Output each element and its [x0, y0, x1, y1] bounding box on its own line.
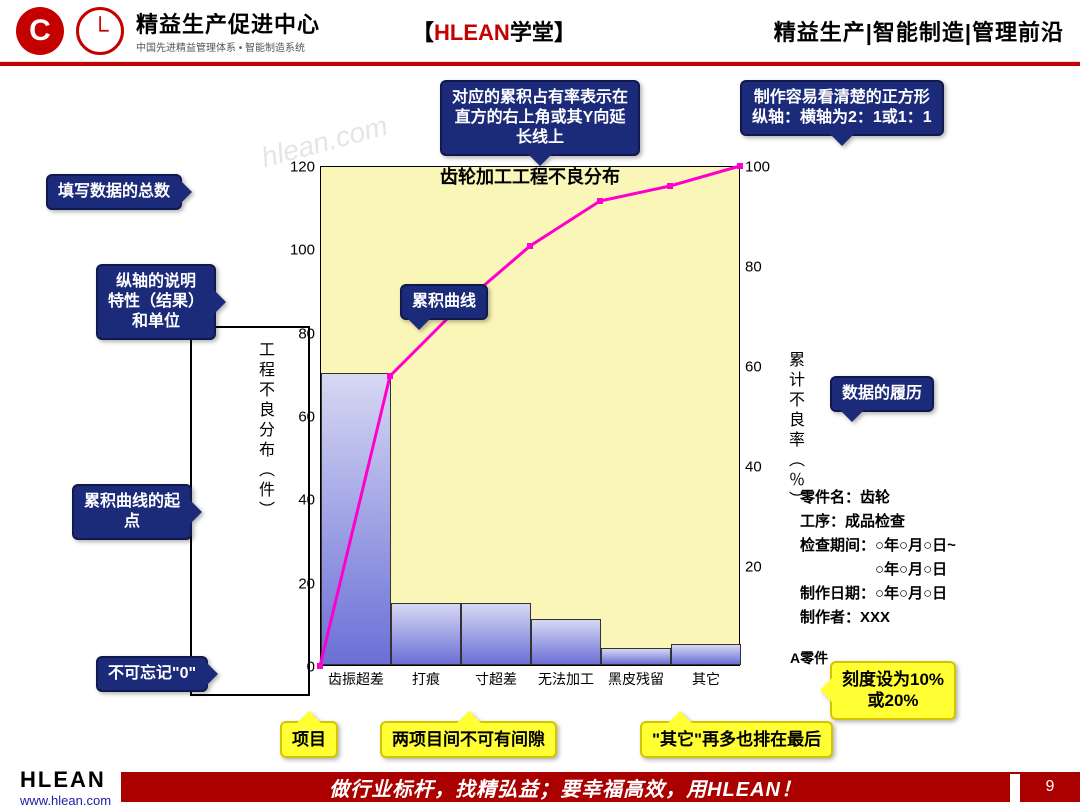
brand-title: 【HLEAN学堂】 [412, 15, 576, 47]
footer-page: 9 [1020, 772, 1080, 802]
callout-cumline: 累积曲线 [400, 284, 488, 320]
brand-red: HLEAN [434, 20, 510, 45]
history-l1: 零件名：齿轮 [800, 486, 1030, 510]
x-tick: 无法加工 [538, 669, 594, 689]
history-l2: 工序：成品检查 [800, 510, 1030, 534]
bar [461, 603, 531, 666]
callout-item: 项目 [280, 721, 338, 758]
bar [531, 619, 601, 665]
plot-area: 齿轮加工工程不良分布 02040608010012020406080100齿振超… [320, 166, 740, 666]
logo-c-icon: C [16, 7, 64, 55]
bar [671, 644, 741, 665]
callout-scale: 刻度设为10% 或20% [830, 661, 956, 720]
x-tick: 其它 [692, 669, 720, 689]
callout-yaxis: 纵轴的说明 特性（结果） 和单位 [96, 264, 216, 340]
callout-square: 制作容易看清楚的正方形 纵轴：横轴为2：1或1：1 [740, 80, 944, 136]
history-l3: 检查期间：○年○月○日~ [800, 534, 1030, 558]
center-subtitle: 中国先进精益管理体系 • 智能制造系统 [136, 39, 320, 54]
footer-logo-text: HLEAN [20, 767, 111, 793]
header-right: 精益生产|智能制造|管理前沿 [774, 15, 1064, 47]
callout-other: "其它"再多也排在最后 [640, 721, 833, 758]
y-tick: 120 [275, 159, 315, 176]
bar [391, 603, 461, 666]
footer-slogan: 做行业标杆，找精弘益；要幸福高效，用HLEAN！ [121, 772, 1010, 802]
y2-tick: 40 [745, 459, 785, 476]
y2-tick: 80 [745, 259, 785, 276]
center-block: 精益生产促进中心 中国先进精益管理体系 • 智能制造系统 [136, 7, 320, 54]
footer-line [155, 772, 1080, 774]
y-tick: 100 [275, 242, 315, 259]
y-tick: 80 [275, 325, 315, 342]
y-axis-label: 工程不良分布（件） [252, 341, 276, 521]
callout-total: 填写数据的总数 [46, 174, 182, 210]
center-title: 精益生产促进中心 [136, 7, 320, 39]
brand-post: 】 [554, 20, 576, 45]
y-tick: 0 [275, 659, 315, 676]
bar [321, 373, 391, 665]
bar [601, 648, 671, 665]
callout-cumpct: 对应的累积占有率表示在 直方的右上角或其Y向延 长线上 [440, 80, 640, 156]
brand-black: 学堂 [510, 20, 554, 45]
x-tick: 打痕 [412, 669, 440, 689]
y-tick: 20 [275, 575, 315, 592]
callout-startpoint: 累积曲线的起 点 [72, 484, 192, 540]
history-l6: 制作者：XXX [800, 606, 1030, 630]
footer-logo: HLEAN www.hlean.com [0, 767, 111, 808]
brand-pre: 【 [412, 20, 434, 45]
pareto-chart: 齿轮加工工程不良分布 02040608010012020406080100齿振超… [280, 166, 780, 696]
data-history: 零件名：齿轮 工序：成品检查 检查期间：○年○月○日~ ○年○月○日 制作日期：… [800, 486, 1030, 630]
logo-circle-icon: └ [76, 7, 124, 55]
history-l4: ○年○月○日 [800, 558, 1030, 582]
a-part-label: A零件 [790, 651, 828, 666]
y2-tick: 100 [745, 159, 785, 176]
history-l5: 制作日期：○年○月○日 [800, 582, 1030, 606]
callout-history: 数据的履历 [830, 376, 934, 412]
x-tick: 黑皮残留 [608, 669, 664, 689]
y-tick: 60 [275, 409, 315, 426]
y-tick: 40 [275, 492, 315, 509]
callout-zero: 不可忘记"0" [96, 656, 208, 692]
stage: hlean.com 齿轮加工工程不良分布 0204060801001202040… [0, 66, 1080, 764]
x-tick: 寸超差 [475, 669, 517, 689]
y2-tick: 20 [745, 559, 785, 576]
footer: HLEAN www.hlean.com 做行业标杆，找精弘益；要幸福高效，用HL… [0, 764, 1080, 810]
y2-tick: 60 [745, 359, 785, 376]
x-tick: 齿振超差 [328, 669, 384, 689]
header: C └ 精益生产促进中心 中国先进精益管理体系 • 智能制造系统 【HLEAN学… [0, 0, 1080, 62]
footer-url: www.hlean.com [20, 793, 111, 808]
callout-gap: 两项目间不可有间隙 [380, 721, 557, 758]
